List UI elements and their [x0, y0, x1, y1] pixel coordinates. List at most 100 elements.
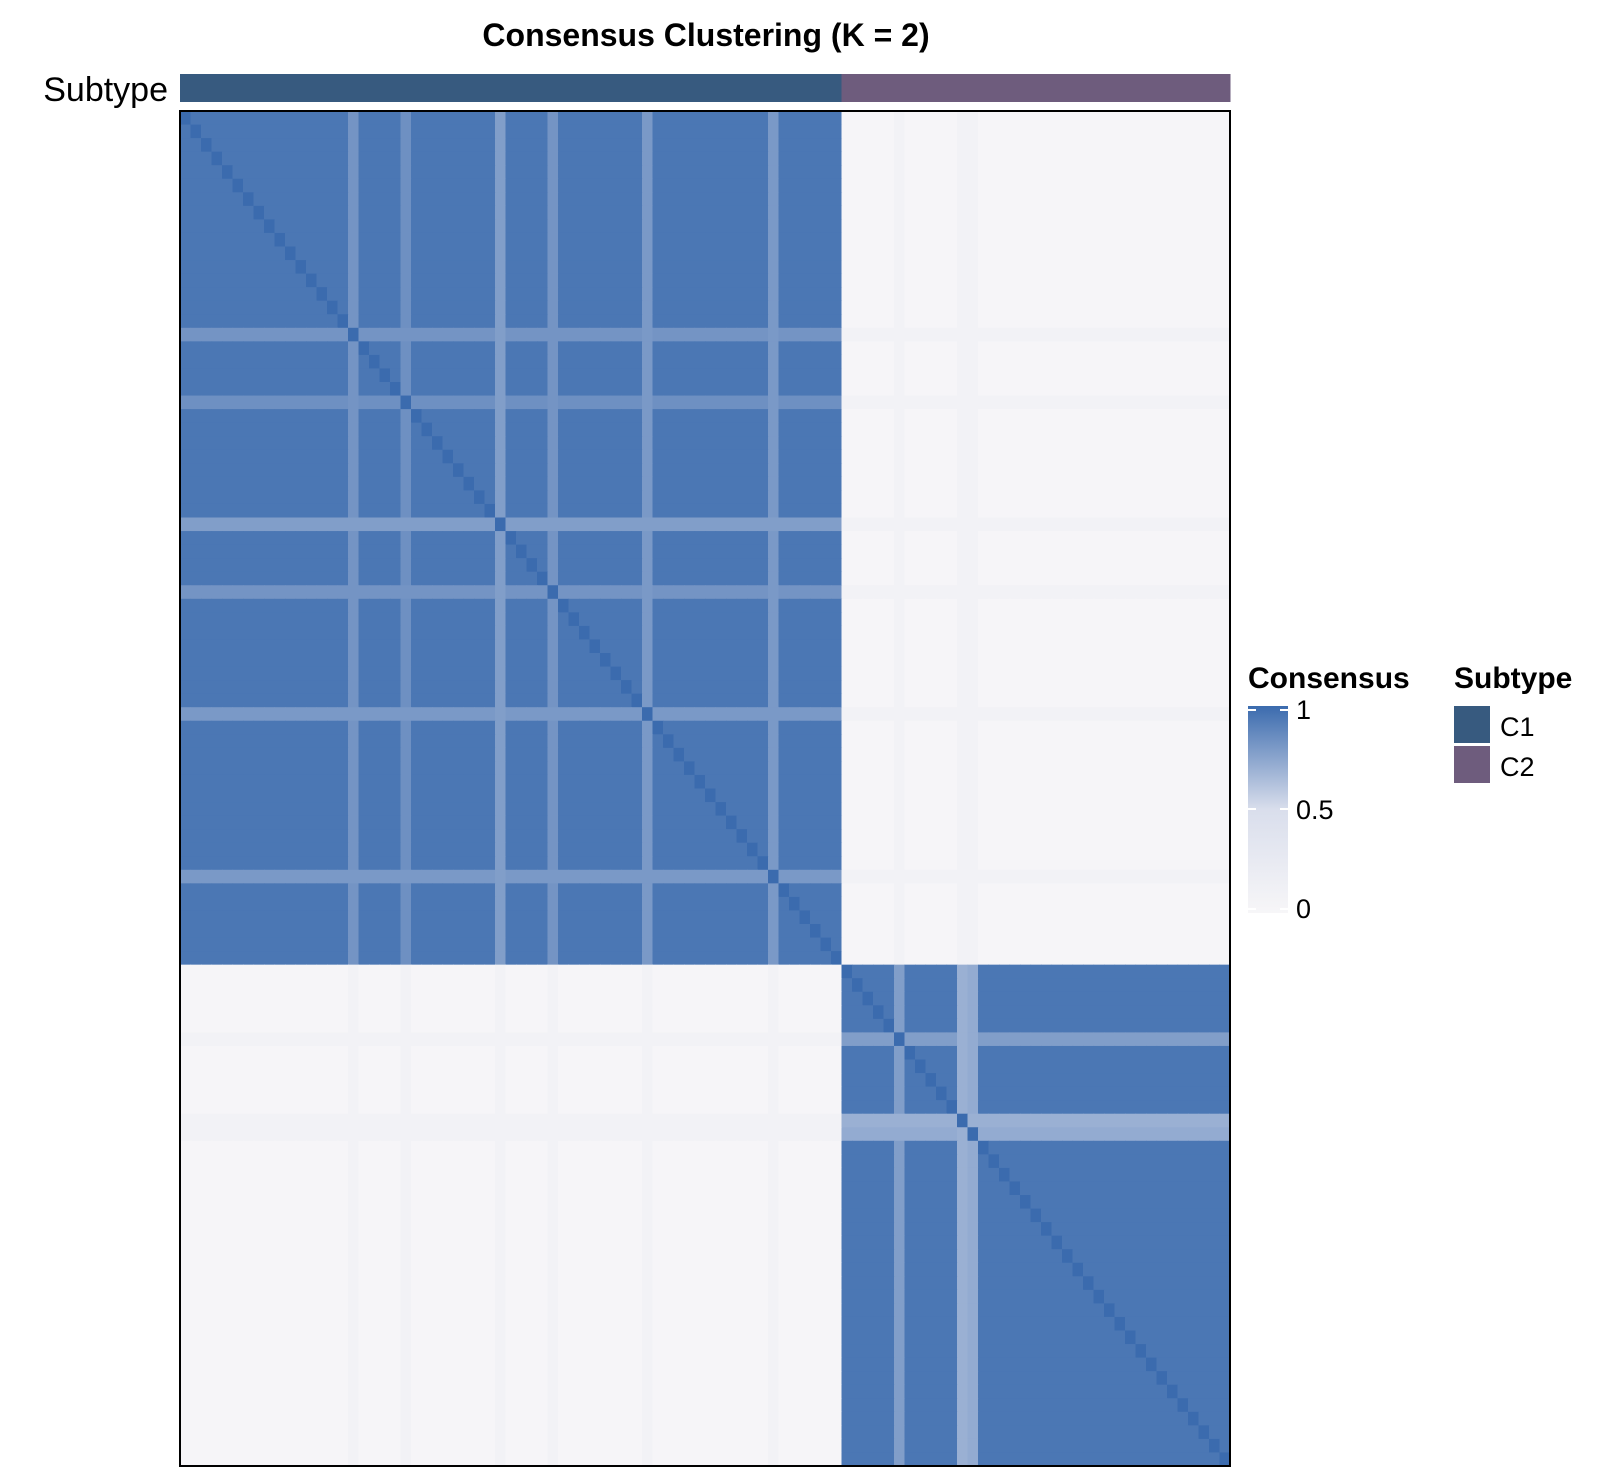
heatmap-cell [1125, 178, 1137, 193]
heatmap-cell [1167, 111, 1179, 126]
heatmap-cell [1177, 260, 1189, 275]
heatmap-cell [894, 260, 906, 275]
heatmap-cell [1030, 490, 1042, 505]
heatmap-cell [369, 192, 381, 207]
heatmap-cell [579, 436, 591, 451]
heatmap-cell [1062, 761, 1074, 776]
heatmap-cell [1219, 287, 1231, 302]
heatmap-cell [568, 707, 580, 722]
heatmap-cell [862, 409, 874, 424]
heatmap-cell [789, 490, 801, 505]
heatmap-cell [1062, 653, 1074, 668]
heatmap-cell [211, 409, 223, 424]
heatmap-cell [757, 422, 769, 437]
heatmap-cell [390, 571, 402, 586]
heatmap-cell [243, 138, 255, 153]
heatmap-cell [810, 747, 822, 762]
heatmap-cell [1167, 124, 1179, 139]
heatmap-cell [295, 395, 307, 410]
heatmap-cell [999, 205, 1011, 220]
heatmap-cell [211, 747, 223, 762]
heatmap-cell [390, 314, 402, 329]
heatmap-cell [925, 124, 937, 139]
heatmap-cell [421, 314, 433, 329]
heatmap-cell [715, 544, 727, 559]
heatmap-cell [190, 287, 202, 302]
heatmap-cell [1125, 680, 1137, 695]
heatmap-cell [705, 219, 717, 234]
heatmap-cell [936, 327, 948, 342]
heatmap-cell [1146, 111, 1158, 126]
heatmap-cell [841, 490, 853, 505]
heatmap-cell [295, 382, 307, 397]
heatmap-cell [390, 693, 402, 708]
heatmap-cell [1125, 585, 1137, 600]
heatmap-cell [400, 341, 412, 356]
heatmap-cell [453, 260, 465, 275]
heatmap-cell [999, 232, 1011, 248]
heatmap-cell [547, 165, 559, 180]
heatmap-cell [190, 639, 202, 654]
heatmap-cell [568, 720, 580, 735]
heatmap-cell [379, 260, 391, 275]
heatmap-cell [190, 205, 202, 220]
heatmap-cell [1083, 693, 1095, 708]
heatmap-cell [274, 653, 286, 668]
heatmap-cell [967, 273, 979, 288]
heatmap-cell [327, 490, 339, 505]
heatmap-cell [736, 490, 748, 505]
heatmap-cell [453, 693, 465, 708]
heatmap-cell [579, 476, 591, 491]
heatmap-cell [295, 178, 307, 193]
heatmap-cell [1051, 314, 1063, 329]
heatmap-cell [264, 558, 276, 573]
heatmap-cell [1188, 747, 1200, 762]
heatmap-cell [358, 111, 370, 126]
heatmap-cell [463, 219, 475, 234]
heatmap-cell [610, 395, 622, 410]
heatmap-cell [1009, 544, 1021, 559]
heatmap-cell [988, 246, 1000, 261]
heatmap-cell [369, 693, 381, 708]
heatmap-cell [757, 368, 769, 383]
heatmap-cell [1156, 585, 1168, 600]
heatmap-cell [547, 571, 559, 586]
heatmap-cell [1093, 747, 1105, 762]
heatmap-cell [505, 341, 517, 356]
heatmap-cell [610, 409, 622, 424]
heatmap-cell [862, 571, 874, 586]
heatmap-cell [967, 232, 979, 248]
heatmap-cell [799, 774, 811, 790]
heatmap-cell [925, 517, 937, 532]
heatmap-cell [1177, 463, 1189, 478]
heatmap-cell [747, 544, 759, 559]
heatmap-cell [694, 273, 706, 288]
heatmap-cell [180, 476, 192, 491]
heatmap-cell [967, 571, 979, 586]
heatmap-cell [684, 260, 696, 275]
heatmap-cell [1156, 747, 1168, 762]
heatmap-cell [988, 707, 1000, 722]
heatmap-cell [411, 625, 423, 641]
heatmap-cell [1209, 707, 1221, 722]
heatmap-cell [1135, 666, 1147, 681]
heatmap-cell [610, 707, 622, 722]
heatmap-cell [1209, 151, 1221, 166]
heatmap-cell [1125, 720, 1137, 735]
heatmap-cell [799, 747, 811, 762]
heatmap-cell [190, 273, 202, 288]
heatmap-cell [988, 124, 1000, 139]
heatmap-cell [631, 287, 643, 302]
heatmap-cell [1062, 205, 1074, 220]
heatmap-cell [642, 653, 654, 668]
heatmap-cell [400, 368, 412, 383]
heatmap-cell [390, 409, 402, 424]
heatmap-cell [495, 612, 507, 627]
heatmap-cell [915, 422, 927, 437]
heatmap-cell [988, 151, 1000, 166]
heatmap-cell [1114, 287, 1126, 302]
heatmap-cell [673, 314, 685, 329]
heatmap-cell [337, 165, 349, 180]
heatmap-cell [883, 165, 895, 180]
heatmap-cell [180, 747, 192, 762]
